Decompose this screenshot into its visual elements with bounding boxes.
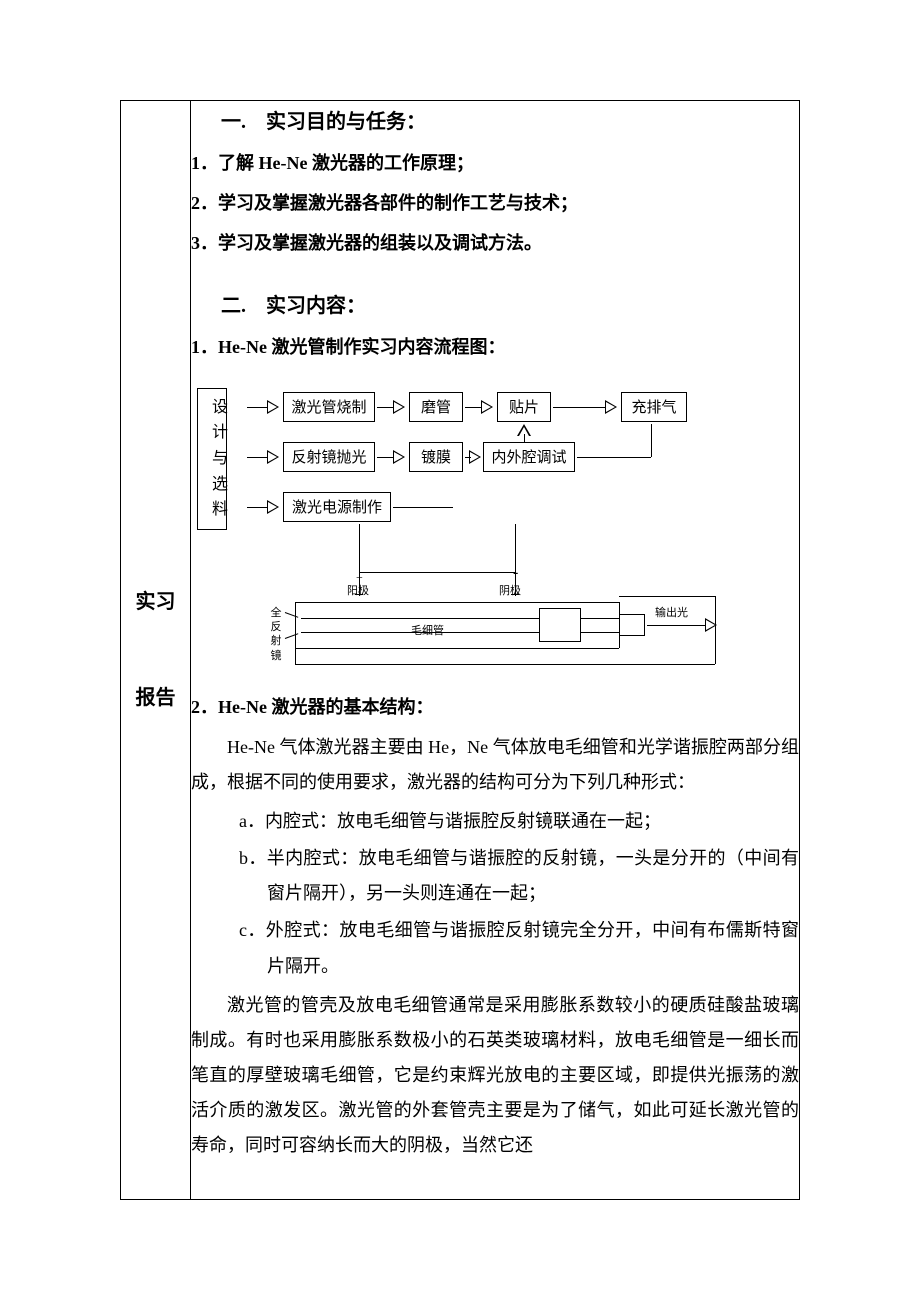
tube-line <box>295 648 619 649</box>
arrow-icon <box>393 450 405 464</box>
tube-line <box>301 632 631 633</box>
arrow-icon <box>393 400 405 414</box>
arrow-icon <box>267 400 279 414</box>
flow-box-r2-2: 镀膜 <box>409 442 463 472</box>
arrow-shaft <box>465 457 471 458</box>
tube-line <box>295 648 296 664</box>
left-label-cell: 实习 报告 <box>121 101 191 1200</box>
sec2-item-2: 2．He-Ne 激光器的基本结构： <box>191 690 799 724</box>
arrow-shaft <box>377 457 393 458</box>
arrow-icon <box>267 500 279 514</box>
anode-label: 阳极 <box>347 582 369 598</box>
tube-line <box>511 594 519 595</box>
arrow-shaft <box>247 407 267 408</box>
arrow-shaft <box>553 407 607 408</box>
left-label-1: 实习 <box>121 574 190 630</box>
flow-box-r3-1: 激光电源制作 <box>283 492 391 522</box>
cathode-block <box>539 608 581 642</box>
tube-line <box>619 596 715 597</box>
tube-schematic: + - 阳极 阴极 输出光 全反射镜 毛细管 <box>251 572 731 682</box>
tube-line <box>295 602 619 603</box>
connector-line <box>359 524 360 572</box>
tube-line <box>301 618 631 619</box>
section2-heading: 二. 实习内容： <box>221 289 799 318</box>
arrow-shaft <box>247 457 267 458</box>
arrow-icon <box>605 400 617 414</box>
left-label-2: 报告 <box>121 670 190 726</box>
capillary-label: 毛细管 <box>411 622 444 638</box>
tube-line <box>715 596 716 664</box>
arrow-shaft <box>465 407 481 408</box>
flow-box-r1-4: 充排气 <box>621 392 687 422</box>
flowchart: 设计与选料 激光管烧制 磨管 贴片 充排气 反射镜抛光 镀膜 内外腔调试 激光电… <box>191 372 731 682</box>
arrow-icon <box>481 400 493 414</box>
connector-line <box>393 507 453 508</box>
sec1-item-1: 1．了解 He-Ne 激光器的工作原理； <box>191 146 799 180</box>
flow-box-r2-1: 反射镜抛光 <box>283 442 375 472</box>
flow-box-r1-3: 贴片 <box>497 392 551 422</box>
tube-line <box>515 572 516 596</box>
tube-line <box>285 612 298 618</box>
page: 实习 报告 一. 实习目的与任务： 1．了解 He-Ne 激光器的工作原理； 2… <box>0 0 920 1302</box>
flow-box-r1-1: 激光管烧制 <box>283 392 375 422</box>
sec1-item-3: 3．学习及掌握激光器的组装以及调试方法。 <box>191 226 799 260</box>
output-window <box>619 614 645 636</box>
flow-vert-text: 设计与选料 <box>212 399 228 518</box>
output-label: 输出光 <box>655 604 688 620</box>
tube-line <box>355 594 363 595</box>
section1-heading: 一. 实习目的与任务： <box>221 105 799 134</box>
sec1-item-2: 2．学习及掌握激光器各部件的制作工艺与技术； <box>191 186 799 220</box>
flow-box-r2-3: 内外腔调试 <box>483 442 575 472</box>
arrow-shaft <box>524 434 525 442</box>
tube-line <box>295 664 715 665</box>
sec2-sub-b: b．半内腔式：放电毛细管与谐振腔的反射镜，一头是分开的（中间有窗片隔开），另一头… <box>239 841 799 911</box>
connector-line <box>577 457 651 458</box>
tube-line <box>285 633 298 639</box>
arrow-icon <box>267 450 279 464</box>
connector-line <box>651 424 652 457</box>
arrow-shaft <box>247 507 267 508</box>
sec2-para1: He-Ne 气体激光器主要由 He，Ne 气体放电毛细管和光学谐振腔两部分组成，… <box>191 730 799 800</box>
content-cell: 一. 实习目的与任务： 1．了解 He-Ne 激光器的工作原理； 2．学习及掌握… <box>191 101 800 1200</box>
flow-vert-label: 设计与选料 <box>197 388 227 530</box>
layout-table: 实习 报告 一. 实习目的与任务： 1．了解 He-Ne 激光器的工作原理； 2… <box>120 100 800 1200</box>
tube-line <box>295 602 296 648</box>
mirror-vert-label: 全反射镜 <box>269 606 283 663</box>
flow-box-r1-2: 磨管 <box>409 392 463 422</box>
sec2-para2: 激光管的管壳及放电毛细管通常是采用膨胀系数较小的硬质硅酸盐玻璃制成。有时也采用膨… <box>191 988 799 1163</box>
tube-line <box>359 572 360 596</box>
sec2-item-1: 1．He-Ne 激光管制作实习内容流程图： <box>191 330 799 364</box>
arrow-shaft <box>647 625 707 626</box>
sec2-sub-c: c．外腔式：放电毛细管与谐振腔反射镜完全分开，中间有布儒斯特窗片隔开。 <box>239 913 799 983</box>
sec2-sub-a: a．内腔式：放电毛细管与谐振腔反射镜联通在一起； <box>239 804 799 839</box>
cathode-label: 阴极 <box>499 582 521 598</box>
arrow-shaft <box>377 407 393 408</box>
